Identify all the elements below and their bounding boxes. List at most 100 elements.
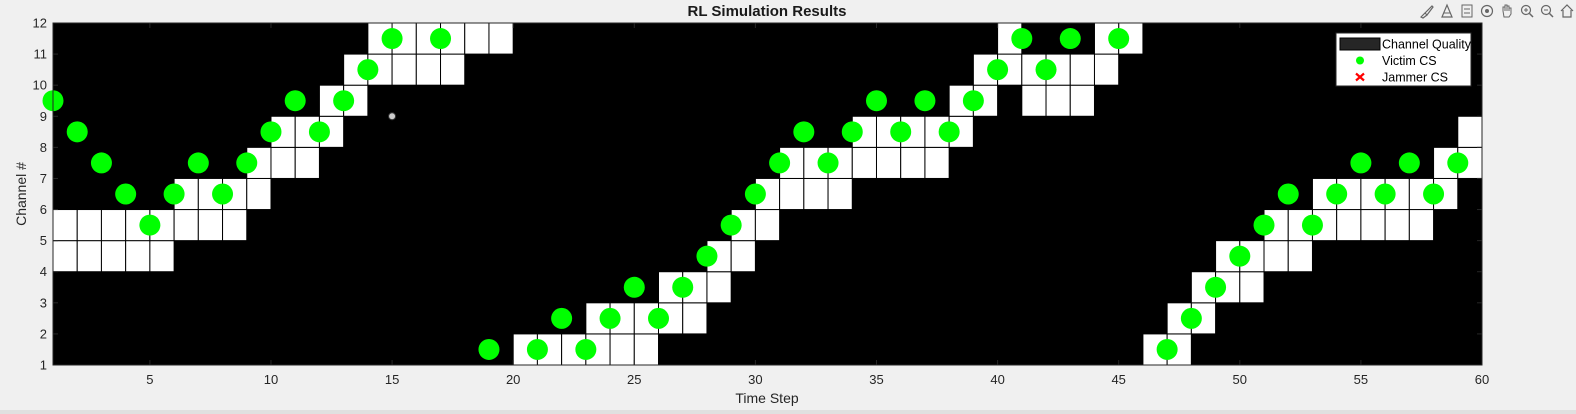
y-tick-label: 6 xyxy=(40,202,47,217)
brush-icon[interactable] xyxy=(1418,2,1436,20)
x-tick-label: 60 xyxy=(1475,372,1489,387)
victim-cs-marker xyxy=(769,152,791,174)
victim-cs-marker xyxy=(1180,307,1202,329)
victim-cs-marker xyxy=(357,59,379,81)
home-icon[interactable] xyxy=(1558,2,1576,20)
x-tick-label: 30 xyxy=(748,372,762,387)
channel-quality-cell xyxy=(1457,115,1483,148)
channel-quality-cell xyxy=(52,209,78,242)
victim-cs-marker xyxy=(962,90,984,112)
victim-cs-marker xyxy=(1059,28,1081,50)
victim-cs-marker xyxy=(599,307,621,329)
victim-cs-marker xyxy=(1398,152,1420,174)
channel-quality-cell xyxy=(827,177,853,211)
zoom-in-icon[interactable] xyxy=(1518,2,1536,20)
channel-quality-cell xyxy=(1408,209,1435,242)
y-tick-label: 3 xyxy=(40,295,47,310)
victim-cs-marker xyxy=(430,28,452,50)
channel-quality-cell xyxy=(682,302,708,335)
channel-quality-cell xyxy=(125,240,151,273)
victim-cs-marker xyxy=(1350,152,1372,174)
legend-swatch-victim-cs xyxy=(1356,56,1364,65)
channel-quality-cell xyxy=(173,209,199,242)
channel-quality-cell xyxy=(1021,84,1047,117)
figure-bottom-edge xyxy=(0,410,1576,414)
y-tick-label: 8 xyxy=(40,140,47,155)
x-axis-label: Time Step xyxy=(735,390,798,406)
x-tick-label: 10 xyxy=(264,372,278,387)
channel-quality-cell xyxy=(730,240,756,273)
victim-cs-marker xyxy=(1205,276,1227,298)
victim-cs-marker xyxy=(1447,152,1469,174)
channel-quality-cell xyxy=(1287,240,1313,273)
x-tick-label: 5 xyxy=(146,372,153,387)
channel-quality-cell xyxy=(76,240,102,273)
legend-swatch-channel-quality xyxy=(1339,37,1381,51)
victim-cs-marker xyxy=(987,59,1009,81)
x-tick-label: 15 xyxy=(385,372,399,387)
victim-cs-marker xyxy=(1326,183,1348,205)
victim-cs-marker xyxy=(817,152,839,174)
victim-cs-marker xyxy=(623,276,645,298)
channel-quality-cell xyxy=(100,209,127,242)
victim-cs-marker xyxy=(1423,183,1445,205)
victim-cs-marker xyxy=(865,90,887,112)
channel-quality-cell xyxy=(391,53,417,86)
legend: Channel Quality Victim CS Jammer CS xyxy=(1335,32,1472,87)
y-tick-label: 5 xyxy=(40,233,47,248)
channel-quality-cell xyxy=(1384,209,1410,242)
victim-cs-marker xyxy=(236,152,258,174)
victim-cs-marker xyxy=(1253,214,1275,236)
datatip-icon[interactable] xyxy=(1438,2,1456,20)
victim-cs-marker xyxy=(187,152,209,174)
x-tick-label: 40 xyxy=(990,372,1004,387)
victim-cs-marker xyxy=(1011,28,1033,50)
victim-cs-marker xyxy=(914,90,936,112)
victim-cs-marker xyxy=(672,276,694,298)
channel-quality-cell xyxy=(924,146,950,179)
victim-cs-marker xyxy=(1374,183,1396,205)
victim-cs-marker xyxy=(648,307,670,329)
x-tick-label: 20 xyxy=(506,372,520,387)
chart-title: RL Simulation Results xyxy=(688,3,847,20)
y-tick-label: 1 xyxy=(40,358,47,373)
victim-cs-marker xyxy=(1108,28,1130,50)
y-tick-label: 2 xyxy=(40,326,47,341)
channel-quality-cell xyxy=(464,22,490,55)
y-tick-label: 12 xyxy=(33,16,47,31)
victim-cs-marker xyxy=(1229,245,1251,267)
channel-quality-cell xyxy=(900,146,926,179)
rotate3d-icon[interactable] xyxy=(1478,2,1496,20)
victim-cs-marker xyxy=(284,90,306,112)
legend-entry-label: Channel Quality xyxy=(1382,38,1472,52)
victim-cs-marker xyxy=(260,121,282,143)
zoom-out-icon[interactable] xyxy=(1538,2,1556,20)
victim-cs-marker xyxy=(212,183,234,205)
colorbar-icon[interactable] xyxy=(1458,2,1476,20)
channel-quality-cell xyxy=(875,146,902,179)
y-tick-label: 9 xyxy=(40,109,47,124)
channel-quality-cell xyxy=(803,177,829,211)
channel-quality-cell xyxy=(270,146,296,179)
victim-cs-marker xyxy=(333,90,355,112)
channel-quality-cell xyxy=(1239,271,1265,304)
channel-quality-cell xyxy=(149,240,175,273)
victim-cs-marker xyxy=(381,28,403,50)
victim-cs-marker xyxy=(115,183,137,205)
channel-quality-cell xyxy=(100,240,127,273)
channel-quality-cell xyxy=(440,22,466,55)
channel-quality-cell xyxy=(1069,84,1095,117)
x-tick-label: 55 xyxy=(1354,372,1368,387)
channel-quality-cell xyxy=(415,53,442,86)
channel-quality-cell xyxy=(609,333,635,366)
pan-icon[interactable] xyxy=(1498,2,1516,20)
channel-quality-cell xyxy=(222,209,248,242)
victim-cs-marker xyxy=(90,152,112,174)
victim-cs-marker xyxy=(841,121,863,143)
legend-swatch-jammer-cs xyxy=(1355,72,1365,82)
y-tick-label: 4 xyxy=(40,264,47,279)
x-tick-label: 45 xyxy=(1111,372,1125,387)
stray-marker xyxy=(388,112,397,121)
y-tick-label: 7 xyxy=(40,171,47,186)
